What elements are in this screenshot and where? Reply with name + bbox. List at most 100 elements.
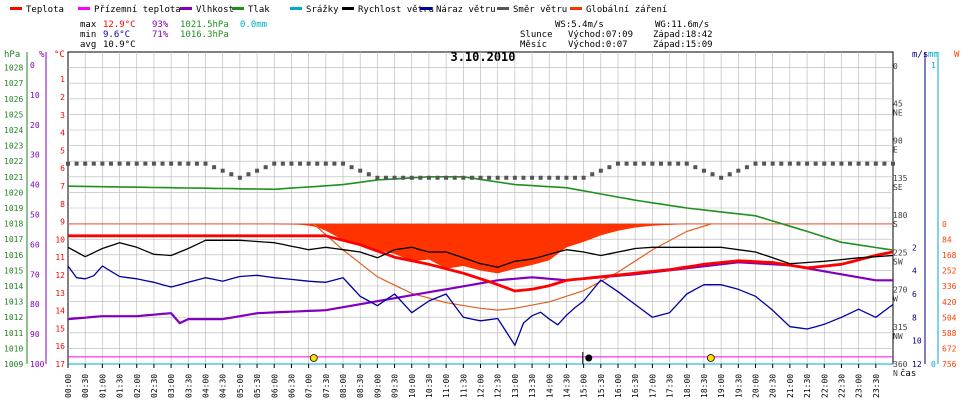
axis-hpa-tick: 1022 <box>4 157 23 166</box>
legend: Teplota Přízemní teplota Vlhkost Tlak Srážky… <box>10 5 667 15</box>
wind-direction-marker <box>753 161 758 166</box>
x-tick-label: 13:00 <box>511 374 520 398</box>
wind-direction-marker <box>813 161 818 166</box>
stats-max-rain: 0.0mm <box>240 20 267 30</box>
axis-w-tick: 588 <box>942 329 957 338</box>
chart-title: 3.10.2010 <box>450 50 515 64</box>
wind-direction-marker <box>839 161 844 166</box>
axis-degc-tick: 11 <box>55 253 65 262</box>
x-tick-label: 07:00 <box>305 374 314 398</box>
wind-direction-marker <box>469 175 474 180</box>
wind-direction-marker <box>547 175 552 180</box>
series-wind-gust <box>67 265 894 346</box>
axis-degc-tick: 3 <box>60 111 65 120</box>
wind-direction-marker <box>667 161 672 166</box>
axis-dir-tick: 90 <box>893 137 903 146</box>
wind-direction-marker <box>676 161 681 166</box>
wind-direction-marker <box>633 161 638 166</box>
x-tick-label: 14:00 <box>545 374 554 398</box>
x-tick-label: 05:30 <box>253 374 262 398</box>
wind-direction-marker <box>255 168 260 173</box>
wind-direction-marker <box>822 161 827 166</box>
wind-direction-marker <box>117 161 122 166</box>
wind-direction-marker <box>882 161 887 166</box>
wind-direction-marker <box>177 161 182 166</box>
axis-hpa-tick: 1028 <box>4 64 23 73</box>
axis-degc-tick: 16 <box>55 342 65 351</box>
x-tick-label: 21:30 <box>803 374 812 398</box>
legend-swatch <box>232 7 244 10</box>
wind-direction-marker <box>435 175 440 180</box>
legend-label: Srážky <box>306 5 339 15</box>
stats-avg-label: avg <box>80 40 96 50</box>
stats-ws: WS:5.4m/s <box>555 20 604 30</box>
axis-dir-tick: 315 <box>893 323 908 332</box>
x-tick-label: 22:30 <box>837 374 846 398</box>
x-tick-label: 02:30 <box>150 374 159 398</box>
x-tick-label: 21:00 <box>786 374 795 398</box>
axis-w-tick: 756 <box>942 360 957 369</box>
wind-direction-marker <box>848 161 853 166</box>
axis-pct-tick: 90 <box>30 330 40 339</box>
axis-degc-tick: 2 <box>60 93 65 102</box>
wind-direction-marker <box>719 175 724 180</box>
axis-w-tick: 504 <box>942 313 957 322</box>
stats-min-temp: 9.6°C <box>103 30 130 40</box>
axis-pct-tick: 70 <box>30 270 40 279</box>
wind-direction-marker <box>263 165 268 170</box>
wind-direction-marker <box>66 161 70 166</box>
axis-degc-tick: 6 <box>60 164 65 173</box>
stats-panel: max 12.9°C 93% 1021.5hPa 0.0mm min 9.6°C… <box>80 20 713 50</box>
legend-label: Rychlost větru <box>358 5 434 15</box>
x-tick-label: 08:00 <box>339 374 348 398</box>
stats-max-label: max <box>80 20 97 30</box>
wind-direction-marker <box>616 161 620 166</box>
stats-wg: WG:11.6m/s <box>655 20 709 30</box>
wind-direction-marker <box>212 165 217 170</box>
wind-direction-marker <box>83 161 88 166</box>
x-tick-label: 16:30 <box>631 374 640 398</box>
x-tick-label: 05:00 <box>236 374 245 398</box>
wind-direction-marker <box>409 175 414 180</box>
axis-degc-tick: 12 <box>55 271 65 280</box>
wind-direction-marker <box>830 161 835 166</box>
radiation-series <box>68 223 893 311</box>
axis-pct-title: % <box>39 50 45 60</box>
x-tick-label: 10:30 <box>425 374 434 398</box>
wind-direction-marker <box>564 175 569 180</box>
x-tick-label: 02:00 <box>133 374 142 398</box>
axis-degc-tick: 13 <box>55 289 65 298</box>
x-tick-label: 09:30 <box>391 374 400 398</box>
grid <box>67 51 894 365</box>
wind-direction-marker <box>160 161 165 166</box>
axis-hpa-tick: 1015 <box>4 266 23 275</box>
wind-direction-marker <box>573 175 578 180</box>
axis-hpa-tick: 1019 <box>4 204 23 213</box>
wind-direction-marker <box>358 168 363 173</box>
axis-pct-tick: 60 <box>30 240 40 249</box>
axis-degc-tick: 10 <box>55 235 65 244</box>
axis-degc-tick: 4 <box>60 129 65 138</box>
x-tick-label: 19:30 <box>734 374 743 398</box>
axis-dir-name: SE <box>893 183 903 192</box>
x-tick-label: 22:00 <box>820 374 829 398</box>
x-axis-unit: čas <box>900 368 916 379</box>
stats-min-press: 1016.3hPa <box>180 30 229 40</box>
axis-hpa-tick: 1014 <box>4 282 23 291</box>
wind-direction-marker <box>418 175 423 180</box>
axis-mm-tick: 0 <box>931 360 936 369</box>
x-tick-label: 10:00 <box>408 374 417 398</box>
x-tick-label: 17:00 <box>648 374 657 398</box>
axis-dir-tick: 45 <box>893 99 903 108</box>
series-lines <box>66 161 895 365</box>
wind-direction-marker <box>530 175 535 180</box>
x-tick-label: 23:00 <box>855 374 864 398</box>
wind-direction-marker <box>478 175 483 180</box>
wind-direction-marker <box>461 175 466 180</box>
legend-swatch <box>420 7 432 10</box>
legend-label: Vlhkost <box>196 5 234 15</box>
axis-dir-tick: 0 <box>893 62 898 71</box>
wind-direction-marker <box>641 161 646 166</box>
axis-hpa-tick: 1027 <box>4 79 23 88</box>
wind-direction-marker <box>710 172 715 177</box>
